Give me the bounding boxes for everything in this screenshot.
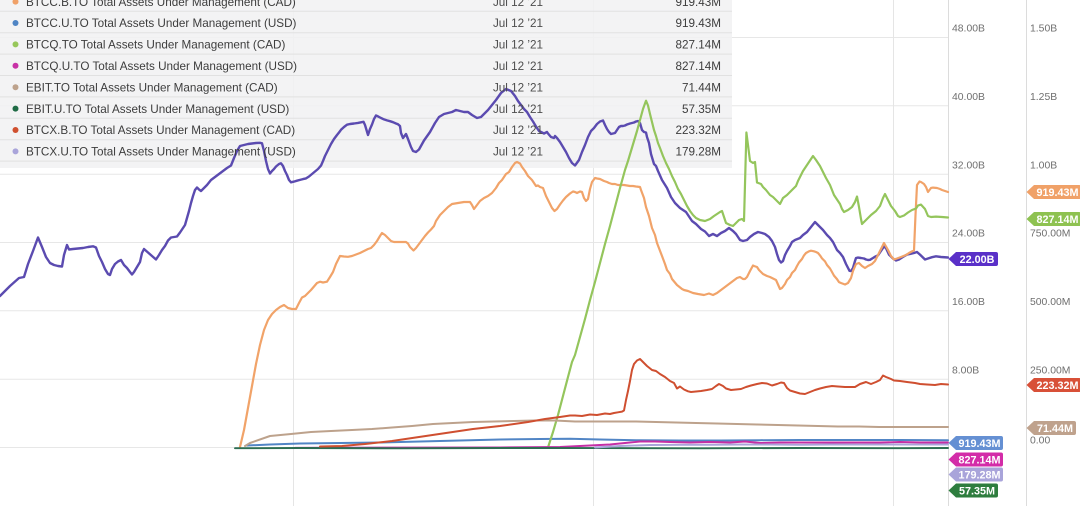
svg-text:179.28M: 179.28M	[676, 146, 721, 159]
svg-text:Jul 12 ’21: Jul 12 ’21	[493, 81, 543, 94]
svg-text:40.00B: 40.00B	[952, 92, 985, 103]
svg-text:827.14M: 827.14M	[1036, 214, 1078, 226]
svg-text:8.00B: 8.00B	[952, 365, 979, 376]
svg-text:48.00B: 48.00B	[952, 24, 985, 35]
svg-text:BTCQ.TO Total Assets Under Man: BTCQ.TO Total Assets Under Management (C…	[26, 39, 285, 52]
svg-text:BTCC.U.TO Total Assets Under M: BTCC.U.TO Total Assets Under Management …	[26, 17, 297, 30]
svg-text:Jul 12 ’21: Jul 12 ’21	[493, 60, 543, 73]
svg-text:Jul 12 ’21: Jul 12 ’21	[493, 17, 543, 30]
svg-text:0.00: 0.00	[1030, 436, 1050, 447]
svg-text:1.50B: 1.50B	[1030, 24, 1057, 35]
svg-text:32.00B: 32.00B	[952, 160, 985, 171]
svg-text:BTCQ.U.TO Total Assets Under M: BTCQ.U.TO Total Assets Under Management …	[26, 60, 297, 73]
svg-text:250.00M: 250.00M	[1030, 365, 1070, 376]
svg-text:BTCX.U.TO Total Assets Under M: BTCX.U.TO Total Assets Under Management …	[26, 146, 296, 159]
svg-text:57.35M: 57.35M	[959, 485, 995, 497]
svg-text:1.25B: 1.25B	[1030, 92, 1057, 103]
svg-text:179.28M: 179.28M	[958, 469, 1000, 481]
svg-text:71.44M: 71.44M	[682, 81, 721, 94]
svg-text:919.43M: 919.43M	[676, 0, 721, 9]
svg-text:57.35M: 57.35M	[682, 103, 721, 116]
svg-text:24.00B: 24.00B	[952, 229, 985, 240]
svg-text:Jul 12 ’21: Jul 12 ’21	[493, 124, 543, 137]
svg-text:Jul 12 ’21: Jul 12 ’21	[493, 146, 543, 159]
svg-text:22.00B: 22.00B	[960, 254, 995, 266]
svg-text:Jul 12 ’21: Jul 12 ’21	[493, 0, 543, 9]
svg-text:BTCC.B.TO Total Assets Under M: BTCC.B.TO Total Assets Under Management …	[26, 0, 296, 9]
svg-text:1.00B: 1.00B	[1030, 160, 1057, 171]
svg-text:919.43M: 919.43M	[1036, 187, 1078, 199]
svg-text:16.00B: 16.00B	[952, 297, 985, 308]
svg-text:EBIT.U.TO Total Assets Under M: EBIT.U.TO Total Assets Under Management …	[26, 103, 289, 116]
svg-text:Jul 12 ’21: Jul 12 ’21	[493, 103, 543, 116]
svg-text:827.14M: 827.14M	[676, 39, 721, 52]
svg-text:223.32M: 223.32M	[676, 124, 721, 137]
svg-text:919.43M: 919.43M	[676, 17, 721, 30]
svg-text:71.44M: 71.44M	[1037, 423, 1073, 435]
svg-text:223.32M: 223.32M	[1036, 380, 1078, 392]
svg-text:BTCX.B.TO Total Assets Under M: BTCX.B.TO Total Assets Under Management …	[26, 124, 295, 137]
svg-text:EBIT.TO Total Assets Under Man: EBIT.TO Total Assets Under Management (C…	[26, 81, 278, 94]
svg-text:827.14M: 827.14M	[676, 60, 721, 73]
svg-text:827.14M: 827.14M	[958, 454, 1000, 466]
svg-text:750.00M: 750.00M	[1030, 229, 1070, 240]
svg-text:Jul 12 ’21: Jul 12 ’21	[493, 39, 543, 52]
svg-text:919.43M: 919.43M	[958, 438, 1000, 450]
svg-text:500.00M: 500.00M	[1030, 297, 1070, 308]
